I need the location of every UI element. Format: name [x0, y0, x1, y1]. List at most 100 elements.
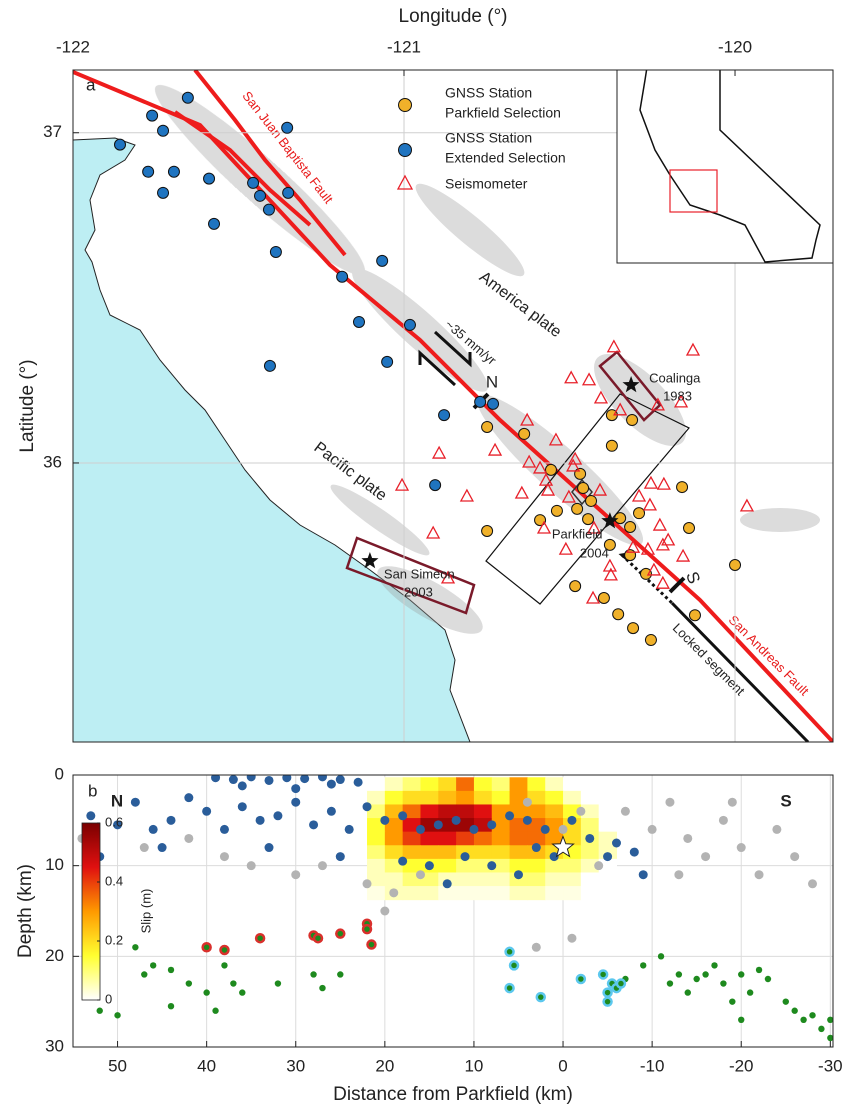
earthquake — [809, 1012, 816, 1019]
gnss-station — [633, 507, 646, 520]
earthquake — [237, 781, 247, 791]
gnss-station — [247, 176, 260, 189]
x-tick-label: 10 — [464, 1056, 483, 1075]
earthquake — [727, 797, 737, 807]
earthquake — [508, 960, 520, 971]
gnss-station — [624, 549, 637, 562]
gnss-station — [612, 608, 625, 621]
seismometer — [514, 485, 529, 499]
earthquake — [219, 852, 229, 862]
earthquake — [764, 975, 772, 983]
slip-cell — [420, 886, 439, 901]
earthquake — [300, 775, 310, 784]
slip-cell — [473, 858, 493, 873]
earthquake — [603, 852, 613, 862]
seismometer — [739, 498, 755, 512]
earthquake — [666, 980, 674, 987]
earthquake — [576, 806, 586, 816]
slip-cell — [580, 858, 600, 873]
earthquake — [212, 1007, 219, 1014]
s-marker — [668, 576, 686, 594]
section-panel: b N S Distance from Parkfield (km) Depth… — [15, 774, 834, 1105]
earthquake — [201, 942, 212, 953]
seismometer — [585, 590, 601, 604]
earthquake — [684, 989, 691, 996]
gnss-station — [403, 318, 416, 331]
earthquake — [264, 775, 274, 785]
slip-cell — [402, 845, 421, 860]
slip-cell — [491, 790, 511, 805]
slip-cell — [473, 804, 493, 819]
earthquake — [469, 824, 479, 834]
seismometer — [568, 451, 583, 465]
seismometer — [673, 394, 689, 408]
earthquake — [312, 932, 324, 944]
slip-cell — [384, 818, 404, 833]
slip-cell — [473, 777, 493, 792]
seismometer — [606, 339, 621, 353]
earthquake — [504, 946, 515, 958]
hypocenter-star — [551, 835, 575, 858]
slip-cell — [438, 777, 457, 792]
seismometer — [603, 567, 618, 581]
slip-cell — [473, 886, 493, 901]
slip-cell — [580, 845, 600, 860]
slip-cell — [563, 872, 582, 887]
slip-cell — [367, 872, 386, 887]
earthquake — [157, 843, 167, 853]
seismometer — [675, 548, 691, 562]
colorbar-tick-label: 0.6 — [105, 814, 123, 829]
slip-cell — [384, 872, 404, 887]
slip-cell — [420, 845, 439, 860]
earthquake — [415, 824, 425, 834]
slip-cell — [438, 845, 457, 860]
earthquake — [389, 888, 399, 898]
earthquake — [202, 806, 212, 816]
earthquake — [185, 980, 193, 987]
gnss-station — [550, 504, 563, 517]
x-tick-label: -30 — [818, 1056, 843, 1075]
gnss-station — [481, 420, 494, 433]
slip-cell — [473, 845, 493, 860]
slip-cell — [367, 777, 386, 792]
gnss-station — [181, 91, 194, 104]
slip-cell — [563, 804, 582, 819]
slip-cell — [580, 886, 600, 901]
gnss-station — [603, 538, 616, 551]
slip-cell — [473, 818, 493, 833]
earthquake — [380, 815, 390, 825]
seismometer — [640, 541, 656, 555]
slip-cell — [402, 858, 421, 873]
earthquake — [442, 879, 452, 889]
legend-label: Parkfield Selection — [445, 105, 561, 121]
gnss-station — [381, 355, 394, 368]
x-tick-label: 0 — [558, 1056, 567, 1075]
earthquake — [558, 824, 568, 834]
seismometer — [661, 532, 676, 546]
gnss-station — [605, 439, 618, 452]
x-tick-label: -122 — [56, 37, 90, 56]
motion-arrow — [418, 349, 457, 387]
slip-cell — [598, 818, 617, 833]
earthquake — [326, 806, 336, 816]
earthquake — [754, 870, 764, 880]
ocean — [73, 137, 471, 742]
slip-cell — [545, 790, 564, 805]
y-tick-label: 10 — [45, 855, 64, 874]
seismometer — [440, 570, 456, 584]
earthquake — [380, 906, 390, 916]
earthquake — [366, 939, 377, 950]
locked-line — [670, 601, 810, 742]
earthquake — [335, 928, 346, 939]
gnss-station — [352, 315, 365, 328]
earthquake — [114, 1012, 121, 1019]
earthquake — [460, 852, 470, 862]
earthquake — [487, 820, 497, 830]
colorbar-tick-label: 0.2 — [105, 932, 123, 947]
slip-cell — [598, 804, 617, 819]
earthquake — [535, 991, 547, 1003]
slip-cell — [384, 790, 404, 805]
earthquake — [567, 815, 577, 825]
slip-cell — [456, 858, 475, 873]
legend-marker — [398, 98, 412, 112]
